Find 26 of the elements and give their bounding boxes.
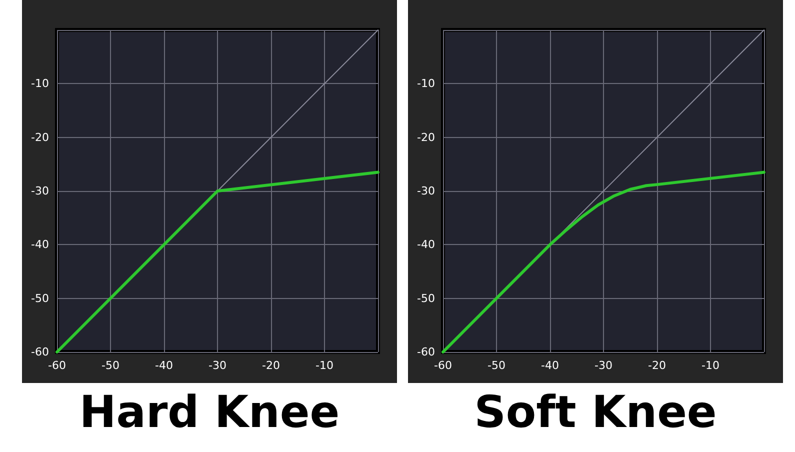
y-tick-label: -50 xyxy=(31,292,49,305)
y-tick-label: -50 xyxy=(417,292,435,305)
x-tick-label: -20 xyxy=(648,359,666,372)
y-tick-label: -60 xyxy=(417,346,435,358)
x-tick-label: -50 xyxy=(488,359,506,372)
x-tick-label: -30 xyxy=(208,359,226,372)
y-tick-label: -40 xyxy=(417,238,435,252)
x-tick-label: -50 xyxy=(102,359,120,372)
y-tick-label: -20 xyxy=(417,130,435,144)
x-tick-label: -40 xyxy=(155,359,173,372)
x-tick-label: -60 xyxy=(434,359,452,372)
y-tick-label: -40 xyxy=(31,238,49,252)
x-tick-label: -20 xyxy=(262,359,280,372)
x-tick-label: -30 xyxy=(594,359,612,372)
y-tick-label: -20 xyxy=(31,130,49,144)
y-tick-label: -30 xyxy=(31,184,49,198)
x-tick-label: -10 xyxy=(702,359,720,372)
x-tick-label: -10 xyxy=(316,359,334,372)
text: Soft Knee xyxy=(473,386,718,440)
x-tick-label: -40 xyxy=(541,359,559,372)
y-tick-label: -30 xyxy=(417,184,435,198)
text: Hard Knee xyxy=(78,386,341,440)
y-tick-label: -10 xyxy=(31,77,49,90)
y-tick-label: -60 xyxy=(31,346,49,358)
x-tick-label: -60 xyxy=(48,359,66,372)
y-tick-label: -10 xyxy=(417,77,435,90)
